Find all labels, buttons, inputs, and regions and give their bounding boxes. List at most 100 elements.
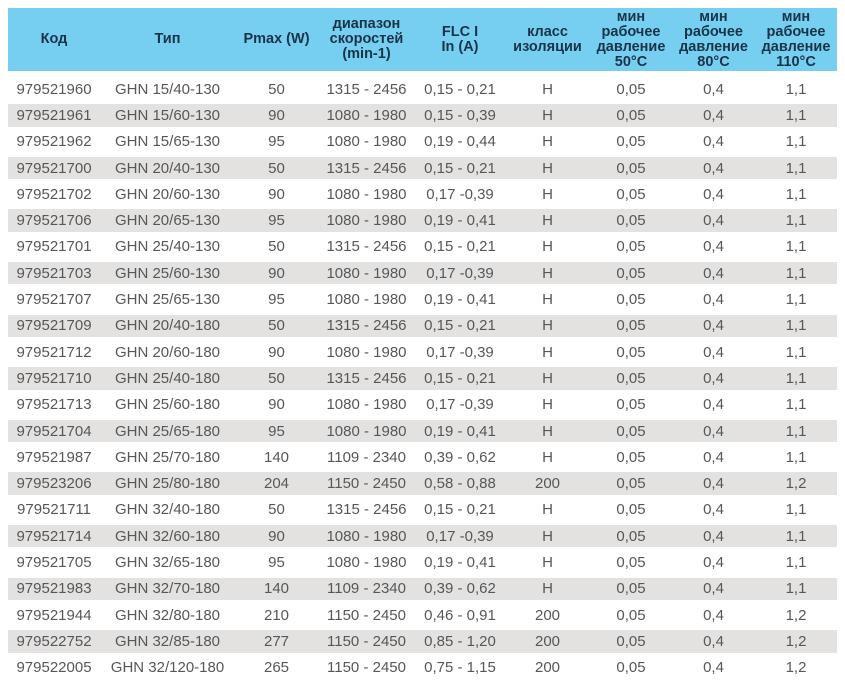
cell-p80: 0,4 bbox=[672, 260, 755, 287]
cell-type: GHN 32/40-180 bbox=[114, 501, 221, 519]
table-row: 979521710 GHN 25/40-180 50 1315 - 2456 0,15 … bbox=[8, 365, 837, 392]
cell-flc: 0,15 - 0,21 bbox=[424, 238, 496, 256]
cell-flc: 0,15 - 0,21 bbox=[415, 365, 505, 392]
cell-flc: 0,58 - 0,88 bbox=[415, 470, 505, 497]
table-header: Код Тип Pmax (W) диапазон скоростей (min-1)… bbox=[8, 8, 837, 76]
cell-speed: 1315 - 2456 bbox=[318, 365, 415, 392]
table-row: 979521709 GHN 20/40-180 50 1315 - 2456 0,15 … bbox=[8, 312, 837, 339]
cell-p50: 0,05 bbox=[590, 628, 672, 655]
cell-type: GHN 20/40-180 bbox=[100, 312, 235, 339]
cell-p110: 1,1 bbox=[785, 80, 807, 98]
table-row: 979521987 GHN 25/70-180 140 1109 - 2340 0,39… bbox=[8, 444, 837, 470]
cell-code: 979521987 bbox=[16, 448, 92, 466]
cell-flc: 0,19 - 0,41 bbox=[424, 291, 496, 309]
cell-code: 979521960 bbox=[16, 80, 92, 98]
cell-p110: 1,1 bbox=[785, 238, 807, 256]
cell-pmax: 95 bbox=[268, 553, 285, 571]
cell-p50: 0,05 bbox=[590, 154, 672, 182]
cell-p80: 0,4 bbox=[703, 448, 724, 466]
table-row: 979521944 GHN 32/80-180 210 1150 - 2450 0,46… bbox=[8, 602, 837, 628]
cell-speed: 1080 - 1980 bbox=[326, 291, 407, 309]
cell-p50: 0,05 bbox=[590, 312, 672, 339]
cell-p50: 0,05 bbox=[616, 343, 646, 361]
cell-p110: 1,1 bbox=[785, 396, 807, 414]
cell-code: 979521704 bbox=[8, 417, 100, 445]
cell-p110: 1,1 bbox=[755, 260, 837, 287]
cell-flc: 0,17 -0,39 bbox=[415, 260, 505, 287]
cell-speed: 1080 - 1980 bbox=[326, 343, 407, 361]
column-header-pmax: Pmax (W) bbox=[235, 8, 318, 76]
cell-p80: 0,4 bbox=[672, 470, 755, 497]
cell-p50: 0,05 bbox=[616, 659, 646, 677]
cell-type: GHN 25/60-130 bbox=[100, 260, 235, 287]
column-header-type: Тип bbox=[100, 8, 235, 76]
cell-insulation: H bbox=[505, 102, 590, 129]
cell-p80: 0,4 bbox=[703, 133, 724, 151]
cell-code: 979521711 bbox=[17, 501, 91, 519]
cell-code: 979521944 bbox=[16, 606, 92, 624]
cell-type: GHN 20/60-180 bbox=[114, 343, 221, 361]
cell-pmax: 90 bbox=[235, 102, 318, 129]
cell-type: GHN 20/40-130 bbox=[100, 154, 235, 182]
cell-speed: 1080 - 1980 bbox=[318, 102, 415, 129]
cell-type: GHN 32/120-180 bbox=[110, 659, 225, 677]
table-row: 979521707 GHN 25/65-130 95 1080 - 1980 0,19 … bbox=[8, 286, 837, 312]
cell-speed: 1109 - 2340 bbox=[327, 448, 406, 466]
cell-flc: 0,19 - 0,44 bbox=[424, 133, 496, 151]
cell-flc: 0,15 - 0,21 bbox=[415, 154, 505, 182]
cell-flc: 0,19 - 0,41 bbox=[415, 207, 505, 234]
cell-insulation: H bbox=[542, 501, 553, 519]
table-row: 979523206 GHN 25/80-180 204 1150 - 2450 0,58… bbox=[8, 470, 837, 497]
cell-pmax: 95 bbox=[268, 291, 285, 309]
cell-insulation: H bbox=[542, 553, 553, 571]
cell-type: GHN 32/65-180 bbox=[114, 553, 221, 571]
cell-p80: 0,4 bbox=[672, 154, 755, 182]
cell-code: 979521700 bbox=[8, 154, 100, 182]
cell-speed: 1315 - 2456 bbox=[326, 80, 407, 98]
cell-type: GHN 32/60-180 bbox=[100, 523, 235, 550]
cell-pmax: 265 bbox=[263, 659, 290, 677]
table-row: 979521961 GHN 15/60-130 90 1080 - 1980 0,15 … bbox=[8, 102, 837, 129]
cell-speed: 1315 - 2456 bbox=[318, 154, 415, 182]
cell-code: 979523206 bbox=[8, 470, 100, 497]
cell-type: GHN 25/40-180 bbox=[100, 365, 235, 392]
cell-pmax: 90 bbox=[268, 343, 285, 361]
cell-insulation: H bbox=[505, 575, 590, 602]
cell-insulation: H bbox=[542, 291, 553, 309]
table-row: 979521704 GHN 25/65-180 95 1080 - 1980 0,19 … bbox=[8, 417, 837, 445]
cell-insulation: 200 bbox=[505, 628, 590, 655]
cell-pmax: 95 bbox=[235, 417, 318, 445]
cell-insulation: 200 bbox=[534, 606, 561, 624]
cell-pmax: 204 bbox=[235, 470, 318, 497]
table-row: 979521703 GHN 25/60-130 90 1080 - 1980 0,17 … bbox=[8, 260, 837, 287]
cell-p110: 1,2 bbox=[785, 606, 807, 624]
cell-p80: 0,4 bbox=[672, 575, 755, 602]
cell-pmax: 50 bbox=[235, 154, 318, 182]
cell-code: 979521961 bbox=[8, 102, 100, 129]
cell-pmax: 50 bbox=[268, 80, 285, 98]
cell-p80: 0,4 bbox=[703, 238, 724, 256]
cell-p50: 0,05 bbox=[616, 448, 646, 466]
cell-code: 979521962 bbox=[16, 133, 92, 151]
cell-p110: 1,1 bbox=[755, 102, 837, 129]
table-row: 979521702 GHN 20/60-130 90 1080 - 1980 0,17 … bbox=[8, 181, 837, 207]
column-header-insulation: класс изоляции bbox=[505, 8, 590, 76]
cell-type: GHN 25/70-180 bbox=[114, 448, 221, 466]
cell-flc: 0,85 - 1,20 bbox=[415, 628, 505, 655]
cell-code: 979522752 bbox=[8, 628, 100, 655]
cell-speed: 1109 - 2340 bbox=[318, 575, 415, 602]
cell-p110: 1,1 bbox=[785, 133, 807, 151]
cell-speed: 1150 - 2450 bbox=[327, 606, 406, 624]
cell-p110: 1,1 bbox=[785, 448, 807, 466]
column-header-p80: мин рабочее давление 80°C bbox=[672, 8, 755, 76]
cell-flc: 0,15 - 0,39 bbox=[415, 102, 505, 129]
cell-speed: 1315 - 2456 bbox=[326, 501, 407, 519]
cell-p110: 1,1 bbox=[785, 343, 807, 361]
cell-insulation: 200 bbox=[505, 470, 590, 497]
cell-insulation: H bbox=[505, 260, 590, 287]
cell-pmax: 210 bbox=[263, 606, 290, 624]
cell-p50: 0,05 bbox=[616, 396, 646, 414]
cell-insulation: H bbox=[542, 396, 553, 414]
cell-p110: 1,1 bbox=[785, 291, 807, 309]
cell-code: 979521709 bbox=[8, 312, 100, 339]
